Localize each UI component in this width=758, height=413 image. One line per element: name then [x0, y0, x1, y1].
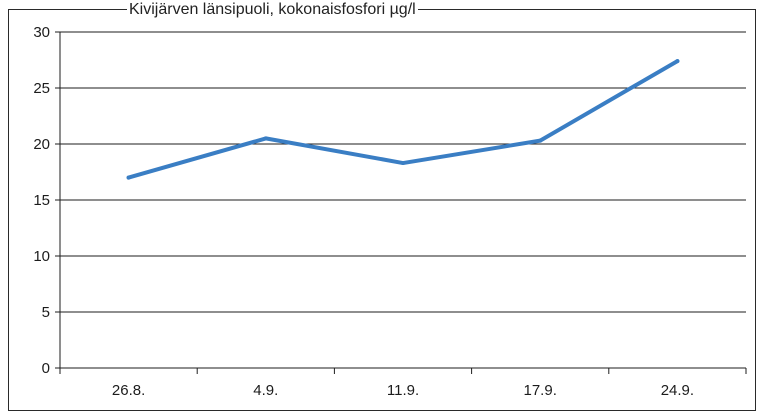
series-line-0	[126, 59, 680, 180]
y-tick-label-20: 20	[33, 136, 50, 153]
chart-frame: Kivijärven länsipuoli, kokonaisfosfori µ…	[8, 0, 756, 411]
chart-title: Kivijärven länsipuoli, kokonaisfosfori µ…	[127, 0, 418, 20]
y-tick-label-5: 5	[42, 304, 50, 321]
data-point-0-0	[126, 175, 131, 180]
data-point-0-2	[401, 161, 405, 166]
data-point-0-4	[675, 59, 680, 64]
y-tick-label-30: 30	[33, 24, 50, 41]
data-point-0-1	[263, 136, 268, 141]
y-tick-label-10: 10	[33, 248, 50, 265]
y-tick-label-25: 25	[33, 80, 50, 97]
y-tick-label-0: 0	[42, 360, 50, 377]
x-tick-label-3: 17.9.	[524, 382, 557, 399]
x-tick-label-2: 11.9.	[387, 382, 419, 399]
x-tick-label-1: 4.9.	[253, 382, 278, 399]
x-tick-label-4: 24.9.	[661, 382, 694, 399]
x-tick-label-0: 26.8.	[112, 382, 145, 399]
data-point-0-3	[538, 138, 543, 143]
y-tick-label-15: 15	[33, 192, 50, 209]
